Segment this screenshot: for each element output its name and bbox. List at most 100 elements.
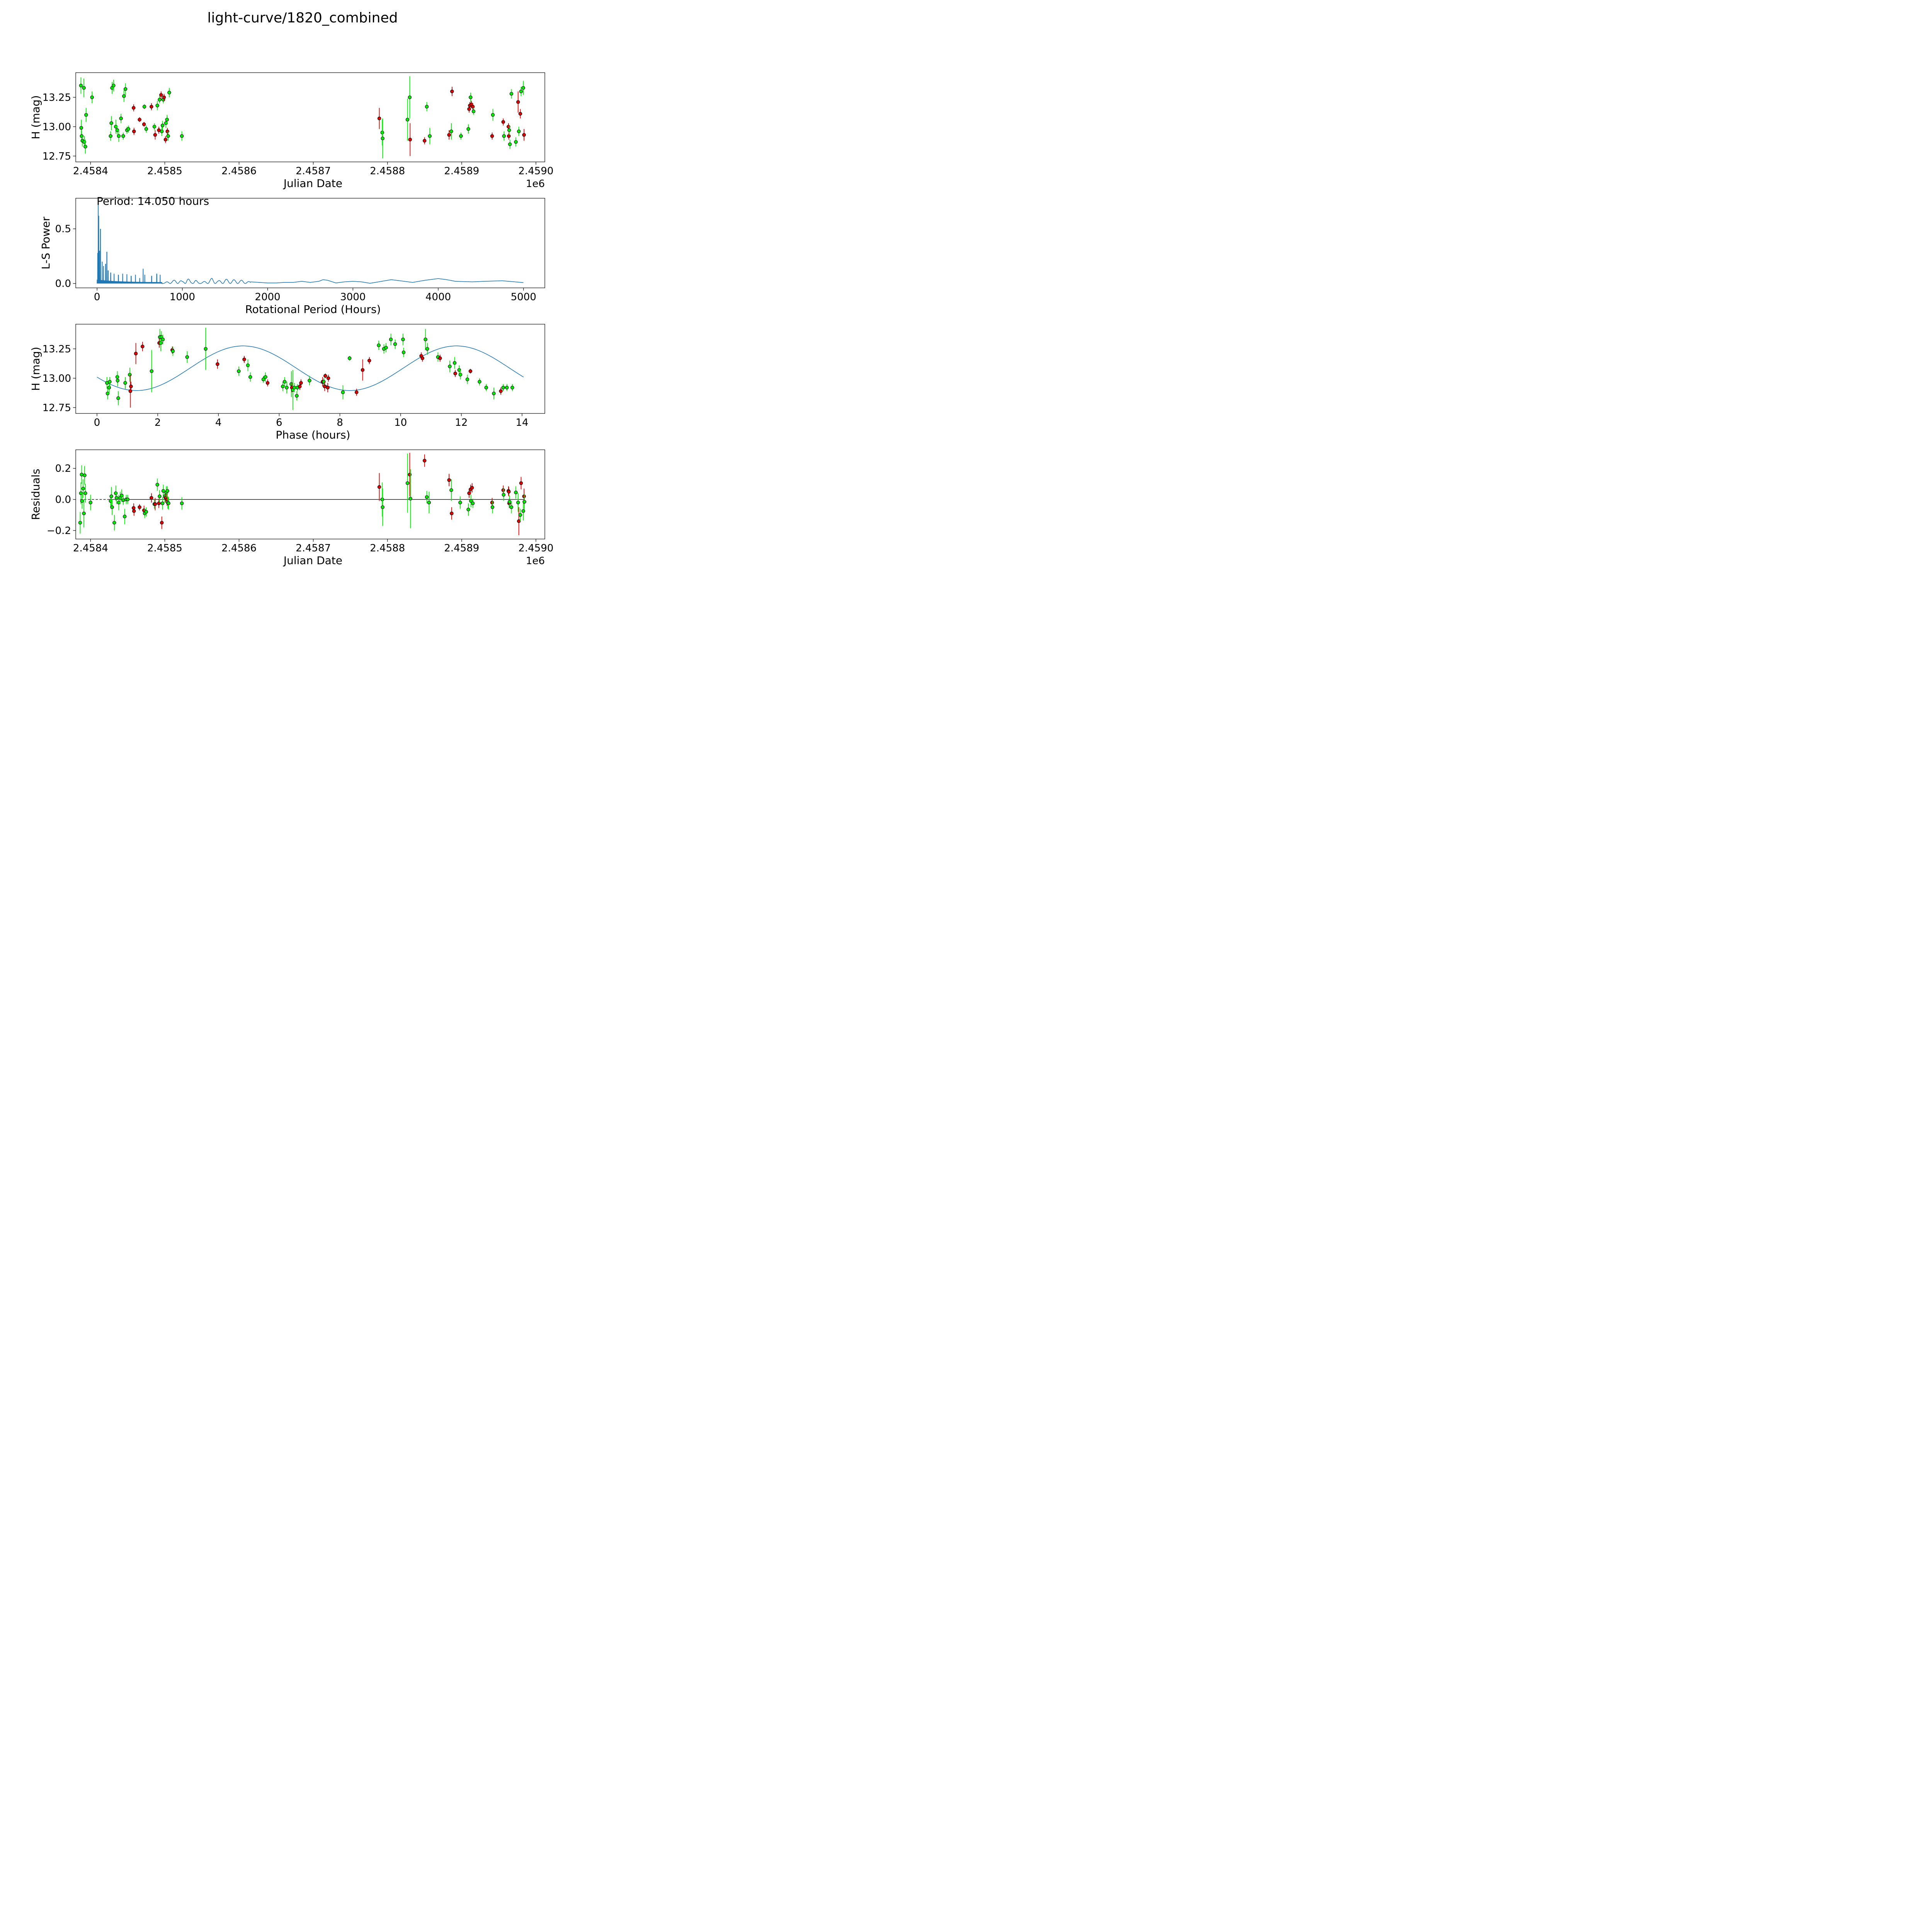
- x-axis-label: Julian Date: [283, 554, 342, 567]
- data-point: [510, 386, 514, 389]
- data-point: [264, 375, 267, 379]
- data-point: [121, 498, 125, 502]
- data-point: [448, 364, 452, 369]
- y-tick-label: 13.00: [43, 121, 71, 133]
- data-point: [242, 357, 246, 361]
- data-point: [81, 486, 85, 491]
- data-point: [123, 381, 127, 385]
- data-point: [380, 131, 384, 134]
- data-point: [107, 386, 111, 389]
- figure: light-curve/1820_combined 2.4584 2.4585 2.…: [29, 10, 553, 567]
- data-point: [468, 369, 473, 373]
- data-point: [469, 95, 473, 99]
- data-point: [381, 505, 385, 509]
- y-axis-label: L-S Power: [39, 216, 52, 269]
- x-tick-label: 14: [516, 417, 529, 429]
- data-point: [467, 107, 471, 111]
- data-point: [83, 145, 87, 149]
- data-point: [115, 128, 119, 132]
- data-point: [420, 356, 425, 360]
- data-point: [465, 378, 469, 381]
- x-tick-label: 2.4586: [221, 165, 257, 177]
- data-point: [401, 337, 405, 342]
- x-tick-label: 2.4588: [370, 165, 405, 177]
- data-point: [134, 352, 138, 355]
- data-point: [466, 127, 470, 131]
- data-point: [425, 495, 429, 499]
- data-point: [119, 116, 123, 121]
- data-point: [248, 375, 252, 379]
- periodogram-line: [97, 204, 524, 284]
- x-tick-label: 2.4587: [296, 165, 331, 177]
- figure-title: light-curve/1820_combined: [207, 10, 398, 26]
- model-curve: [97, 345, 524, 391]
- axes-frame: [75, 449, 545, 539]
- data-point: [381, 136, 385, 140]
- data-point: [341, 390, 345, 395]
- data-point: [428, 134, 432, 138]
- data-point: [132, 509, 136, 513]
- data-point: [132, 506, 136, 510]
- data-point: [408, 95, 412, 99]
- data-point: [518, 112, 522, 116]
- x-axis-label: Phase (hours): [276, 429, 350, 441]
- data-point: [128, 389, 133, 393]
- data-point: [84, 113, 88, 117]
- data-point: [377, 116, 381, 121]
- data-point: [83, 473, 87, 478]
- x-tick-label: 0: [94, 417, 100, 429]
- data-point: [508, 142, 512, 146]
- data-point: [80, 473, 84, 477]
- data-point: [490, 505, 495, 509]
- data-point: [517, 519, 521, 523]
- data-point: [167, 90, 171, 95]
- data-point: [405, 481, 410, 485]
- data-point: [116, 396, 120, 400]
- data-point: [159, 341, 163, 345]
- data-point: [408, 138, 412, 141]
- data-point: [150, 369, 154, 373]
- x-tick-label: 2.4590: [518, 543, 553, 554]
- data-point: [114, 491, 118, 495]
- data-point: [109, 494, 113, 498]
- data-point: [155, 483, 160, 487]
- data-point: [138, 505, 141, 509]
- data-point: [295, 394, 299, 398]
- data-point: [501, 386, 505, 389]
- phased-panel: 0 2 4 6 8 10 12 14 12.75 13.00 13.25 Phase (hours) H…: [29, 324, 545, 441]
- data-point: [285, 386, 289, 389]
- data-point: [507, 128, 511, 132]
- data-point: [492, 391, 496, 396]
- data-point: [326, 386, 330, 389]
- data-point: [522, 494, 526, 498]
- data-point: [165, 129, 169, 133]
- data-point: [150, 496, 153, 500]
- data-point: [88, 500, 93, 505]
- data-point: [471, 105, 475, 109]
- data-point: [112, 521, 116, 525]
- data-point: [438, 356, 442, 360]
- data-point: [78, 521, 82, 525]
- data-point: [449, 488, 453, 492]
- data-point: [80, 134, 84, 138]
- x-tick-label: 10: [394, 417, 407, 429]
- data-point: [408, 497, 413, 501]
- x-tick-label: 2.4586: [221, 543, 257, 554]
- data-point: [261, 378, 265, 381]
- data-point: [292, 386, 296, 389]
- data-point: [117, 500, 121, 505]
- data-point: [109, 499, 113, 503]
- data-point: [450, 89, 454, 94]
- data-point: [514, 490, 518, 495]
- data-point: [308, 379, 311, 383]
- data-point: [162, 95, 166, 99]
- data-point: [144, 510, 148, 514]
- data-point: [471, 109, 476, 114]
- data-point: [132, 106, 136, 110]
- data-point: [299, 381, 303, 385]
- data-point: [185, 355, 189, 359]
- data-point: [470, 486, 474, 490]
- data-point: [377, 485, 381, 489]
- data-point: [83, 491, 87, 495]
- x-tick-label: 8: [337, 417, 343, 429]
